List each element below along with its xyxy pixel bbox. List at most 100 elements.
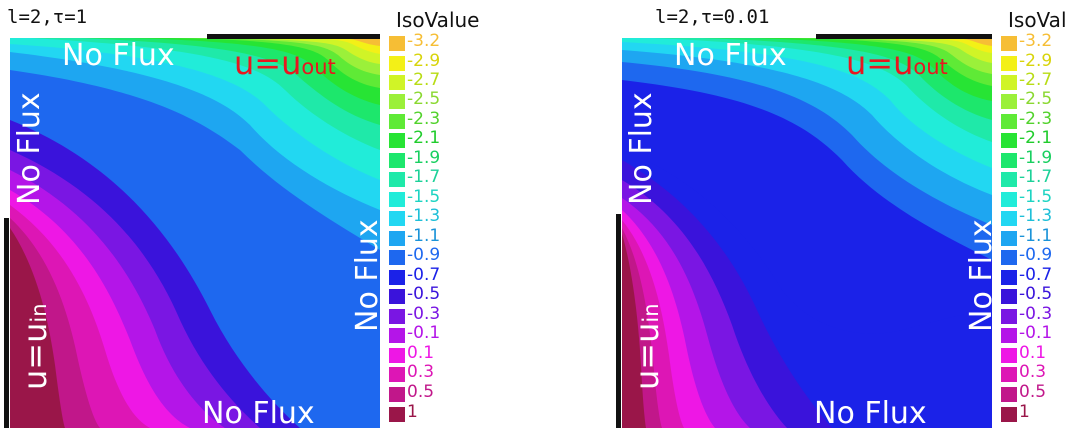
legend-swatch: [1001, 75, 1017, 90]
legend-entry: -3.2: [389, 31, 479, 53]
legend-label: 0.1: [407, 343, 435, 363]
legend-entry: -1.7: [389, 167, 479, 189]
legend-swatch: [1001, 172, 1017, 187]
u-out-text: u=u: [234, 44, 302, 82]
legend-label: -0.1: [1019, 323, 1053, 343]
right-noflux-label: No Flux: [964, 219, 999, 332]
legend-entry: -0.1: [1001, 323, 1065, 345]
legend-label: 0.5: [407, 382, 435, 402]
contour-field: [4, 34, 380, 428]
legend-swatch: [389, 328, 405, 343]
legend-entry: -2.3: [389, 109, 479, 131]
legend-swatch: [1001, 56, 1017, 71]
legend-entry: -1.1: [389, 226, 479, 248]
legend-label: 1: [407, 402, 418, 422]
legend-label: -3.2: [1019, 31, 1053, 51]
bottom-noflux-label: No Flux: [814, 396, 927, 431]
legend-swatch: [1001, 348, 1017, 363]
legend-label: 0.1: [1019, 343, 1047, 363]
u-in-subscript: in: [639, 303, 663, 323]
legend-entry: -0.9: [389, 245, 479, 267]
outlet-boundary: [816, 34, 992, 39]
legend-swatch: [389, 192, 405, 207]
legend-label: -1.5: [1019, 187, 1053, 207]
legend-entry: -0.3: [1001, 304, 1065, 326]
legend-label: -0.3: [407, 304, 441, 324]
u-in-subscript: in: [27, 303, 51, 323]
legend-swatch: [1001, 407, 1017, 422]
legend-swatch: [389, 114, 405, 129]
legend-entry: -0.9: [1001, 245, 1065, 267]
legend-label: -0.9: [1019, 245, 1053, 265]
legend-label: -1.3: [407, 206, 441, 226]
legend-label: -2.5: [1019, 89, 1053, 109]
legend-entry: 1: [389, 402, 479, 424]
legend-label: -0.7: [1019, 265, 1053, 285]
left-noflux-label: No Flux: [624, 92, 659, 205]
legend-entry: -1.5: [1001, 187, 1065, 209]
legend-entry: -0.7: [1001, 265, 1065, 287]
legend-swatch: [389, 94, 405, 109]
legend-swatch: [1001, 309, 1017, 324]
legend-label: -0.1: [407, 323, 441, 343]
legend-swatch: [389, 172, 405, 187]
legend-swatch: [389, 407, 405, 422]
legend-label: -1.3: [1019, 206, 1053, 226]
legend-entry: -0.5: [389, 284, 479, 306]
legend-entry: 0.5: [389, 382, 479, 404]
legend-swatch: [1001, 250, 1017, 265]
legend-label: 0.3: [407, 362, 435, 382]
legend-swatch: [389, 367, 405, 382]
top-noflux-label: No Flux: [674, 38, 787, 73]
legend-swatch: [1001, 114, 1017, 129]
legend-swatch: [389, 348, 405, 363]
legend-label: -2.5: [407, 89, 441, 109]
legend-label: -2.3: [407, 109, 441, 129]
legend-entry: 0.3: [1001, 362, 1065, 384]
legend-entry: -1.3: [1001, 206, 1065, 228]
contour-field: [616, 34, 992, 428]
legend-swatch: [1001, 231, 1017, 246]
panel-right: l=2,τ=0.01 IsoValue -3.2 -2.9 -2.7 -2.5 …: [612, 0, 1065, 434]
legend-label: -0.3: [1019, 304, 1053, 324]
legend-label: -2.1: [1019, 128, 1053, 148]
legend-entry: 1: [1001, 402, 1065, 424]
legend-swatch: [1001, 133, 1017, 148]
legend-entry: -1.3: [389, 206, 479, 228]
legend-label: -2.9: [407, 51, 441, 71]
legend-entry: -0.1: [389, 323, 479, 345]
u-in-label: u=uin: [628, 303, 666, 390]
legend-swatch: [1001, 270, 1017, 285]
bottom-noflux-label: No Flux: [202, 396, 315, 431]
legend-swatch: [1001, 192, 1017, 207]
legend-label: -0.9: [407, 245, 441, 265]
legend-entry: 0.1: [389, 343, 479, 365]
legend-label: -1.5: [407, 187, 441, 207]
legend-swatch: [1001, 36, 1017, 51]
legend-entry: -1.9: [389, 148, 479, 170]
legend-entry: 0.5: [1001, 382, 1065, 404]
legend-label: -1.9: [407, 148, 441, 168]
legend-entry: -2.7: [389, 70, 479, 92]
u-out-subscript: out: [301, 55, 336, 79]
legend-entry: -1.9: [1001, 148, 1065, 170]
legend-label: -3.2: [407, 31, 441, 51]
legend-entry: -2.5: [389, 89, 479, 111]
legend-title: IsoValue: [1008, 8, 1065, 32]
legend-swatch: [1001, 328, 1017, 343]
legend-entry: -0.7: [389, 265, 479, 287]
legend-label: -2.7: [1019, 70, 1053, 90]
legend-swatch: [1001, 289, 1017, 304]
legend-swatch: [389, 289, 405, 304]
legend-label: -2.9: [1019, 51, 1053, 71]
legend-title: IsoValue: [396, 8, 480, 32]
legend-swatch: [389, 133, 405, 148]
u-out-text: u=u: [846, 44, 914, 82]
legend-swatch: [389, 250, 405, 265]
outlet-boundary: [207, 34, 380, 39]
legend-label: -1.1: [1019, 226, 1053, 246]
legend-entry: -1.5: [389, 187, 479, 209]
legend-label: -1.9: [1019, 148, 1053, 168]
legend-swatch: [1001, 367, 1017, 382]
legend-entry: -3.2: [1001, 31, 1065, 53]
